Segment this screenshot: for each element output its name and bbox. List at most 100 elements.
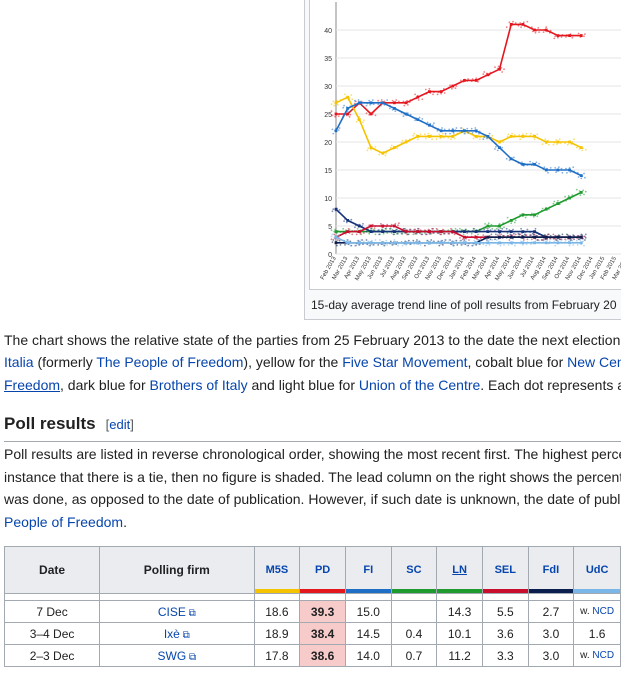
edit-link-wrapper: [edit] (105, 417, 134, 432)
poll-dot (522, 239, 525, 241)
party-name[interactable]: UdC (585, 564, 609, 576)
poll-dot (342, 106, 345, 109)
poll-dot (442, 232, 445, 235)
poll-dot (467, 132, 469, 134)
poll-dot (365, 104, 368, 107)
poll-dot (452, 132, 455, 134)
poll-dot (466, 244, 469, 247)
external-link-icon[interactable]: ⧉ (179, 629, 190, 641)
trend-point (521, 213, 525, 217)
poll-dot (579, 194, 582, 197)
poll-date: 2–3 Dec (3, 644, 101, 667)
ncd-link[interactable]: NCD (592, 606, 615, 617)
inline-link[interactable]: The People of Freedom (96, 354, 244, 370)
inline-link[interactable]: Brothers of Italy (149, 377, 248, 393)
external-link-icon[interactable]: ⧉ (186, 651, 197, 663)
header-party-sel[interactable]: SEL (481, 546, 529, 594)
poll-dot (360, 239, 363, 241)
poll-dot (419, 244, 422, 246)
poll-value: 38.4 (299, 622, 346, 645)
poll-dot (361, 104, 363, 107)
header-party-sc[interactable]: SC (390, 546, 438, 594)
chart-image[interactable]: 0 5 10 15 20 25 30 35 40 Feb 2013 Mar 2013 Apr 2013… (309, 0, 621, 290)
trend-point (486, 73, 490, 77)
trend-point (544, 235, 548, 239)
poll-dot (443, 92, 446, 94)
poll-dot (386, 99, 389, 101)
poll-dot (510, 222, 513, 225)
people-of-freedom-link[interactable]: People of Freedom (4, 514, 124, 530)
header-party-fi[interactable]: FI (344, 546, 392, 594)
poll-dot (518, 233, 521, 236)
poll-dot (390, 244, 393, 246)
poll-dot (460, 127, 462, 129)
poll-dot (506, 234, 509, 237)
edit-section-link[interactable]: edit (109, 417, 131, 432)
header-party-m5s[interactable]: M5S (253, 546, 301, 594)
poll-dot (455, 127, 458, 129)
poll-dot (470, 244, 473, 247)
poll-dot (367, 240, 370, 243)
inline-link[interactable]: Freedom (4, 377, 61, 393)
poll-dot (419, 133, 422, 136)
poll-dot (433, 122, 435, 124)
poll-dot (365, 239, 368, 241)
trend-point (579, 34, 583, 37)
poll-dot (555, 139, 557, 141)
trend-point (544, 28, 548, 32)
trend-point (357, 101, 361, 105)
party-name[interactable]: FI (363, 564, 374, 576)
poll-dot (380, 223, 382, 225)
trend-point (533, 135, 536, 138)
poll-dot (555, 239, 557, 241)
poll-dot (386, 223, 389, 226)
chart-thumbnail[interactable]: 0 5 10 15 20 25 30 35 40 Feb 2013 Mar 2013 Apr 2013… (304, 0, 621, 320)
external-link-icon[interactable]: ⧉ (185, 607, 196, 619)
poll-dot (372, 103, 375, 106)
poll-firm: SWG ⧉ (99, 644, 255, 667)
party-name[interactable]: PD (314, 564, 331, 576)
inline-link[interactable]: New Cen (567, 354, 621, 370)
party-name[interactable]: M5S (265, 564, 289, 576)
poll-dot (349, 244, 352, 247)
poll-dot (447, 232, 450, 235)
poll-dot (561, 171, 564, 174)
trend-point (474, 135, 478, 138)
polling-firm-link[interactable]: Ixè (163, 626, 180, 641)
poll-value: w. NCD (573, 600, 621, 623)
polling-firm-link[interactable]: SWG (157, 648, 187, 663)
trend-point (334, 129, 338, 133)
poll-dot (357, 244, 360, 246)
poll-dot (448, 239, 451, 241)
header-party-fdi[interactable]: FdI (527, 546, 575, 594)
trend-line (335, 208, 582, 238)
inline-link[interactable]: Union of the Centre (358, 377, 481, 393)
poll-value: 0.7 (390, 644, 438, 667)
header-party-udc[interactable]: UdC (573, 546, 621, 594)
ncd-link[interactable]: NCD (592, 650, 615, 661)
party-name[interactable]: SC (406, 564, 422, 576)
poll-dot (483, 71, 486, 73)
poll-dot (401, 244, 404, 247)
trend-point (369, 241, 373, 245)
party-name[interactable]: SEL (494, 564, 516, 576)
poll-dot (512, 20, 514, 23)
party-color-bar (574, 589, 620, 593)
polling-firm-link[interactable]: CISE (157, 604, 186, 619)
header-party-pd[interactable]: PD (299, 546, 346, 594)
party-name[interactable]: FdI (542, 564, 560, 576)
poll-value (390, 600, 438, 623)
poll-dot (490, 233, 493, 236)
party-name[interactable]: LN (452, 564, 467, 576)
poll-text-line-2: instance that there is a tie, then no fi… (4, 469, 621, 485)
inline-link[interactable]: Five Star Movement (342, 354, 468, 370)
poll-dot (459, 239, 461, 242)
poll-dot (522, 21, 525, 24)
inline-link[interactable]: Italia (4, 354, 34, 370)
poll-dot (382, 244, 385, 247)
poll-dot (450, 138, 452, 141)
poll-dot (557, 166, 560, 169)
poll-dot (428, 232, 431, 235)
y-tick-label: 0 (328, 252, 332, 259)
header-party-ln[interactable]: LN (436, 546, 483, 594)
